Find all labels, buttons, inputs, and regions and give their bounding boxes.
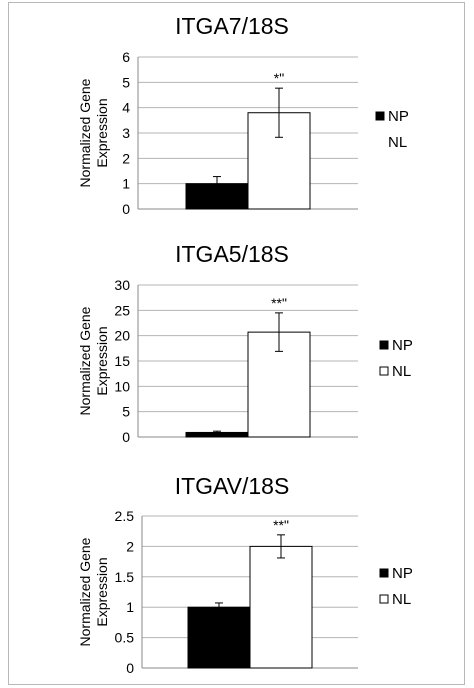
y-axis-label-line: Normalized Gene bbox=[77, 306, 93, 415]
y-tick-label: 1 bbox=[126, 599, 134, 615]
y-tick-label: 2 bbox=[122, 150, 130, 166]
chart-title: ITGA5/18S bbox=[175, 241, 289, 267]
y-tick-label: 0 bbox=[126, 660, 134, 676]
y-tick-label: 10 bbox=[114, 378, 130, 394]
bar-nl bbox=[249, 545, 313, 669]
significance-annotation: *" bbox=[274, 70, 284, 86]
figure-frame bbox=[8, 2, 465, 685]
y-tick-label: 20 bbox=[114, 328, 130, 344]
y-axis-label-line: Expression bbox=[94, 326, 110, 395]
chart-panel-1: ITGA7/18S 0 1 2 3 4 5 6 Normalized GeneExpressio… bbox=[77, 13, 409, 217]
y-tick-label: 2 bbox=[126, 538, 134, 554]
legend-label-np: NP bbox=[388, 108, 409, 125]
y-tick-label: 0 bbox=[122, 429, 130, 445]
legend-swatch-np bbox=[379, 340, 389, 350]
y-tick-label: 2.5 bbox=[115, 508, 135, 524]
significance-annotation: **" bbox=[271, 295, 287, 311]
legend-label-np: NP bbox=[392, 565, 413, 582]
y-tick-label: 4 bbox=[122, 100, 130, 116]
legend-label-nl: NL bbox=[392, 591, 411, 608]
y-tick-label: 5 bbox=[122, 404, 130, 420]
legend-label-np: NP bbox=[392, 337, 413, 354]
y-axis-label: Normalized GeneExpression bbox=[77, 537, 110, 646]
y-tick-label: 1.5 bbox=[115, 569, 135, 585]
y-tick-label: 5 bbox=[122, 74, 130, 90]
y-tick-label: 15 bbox=[114, 353, 130, 369]
y-axis-label-line: Normalized Gene bbox=[77, 537, 93, 646]
chart-panel-3: ITGAV/18S 0 0.5 1 1.5 2 2.5 Normalized GeneExpr… bbox=[77, 473, 413, 676]
y-tick-label: 30 bbox=[114, 277, 130, 293]
y-axis-label-line: Normalized Gene bbox=[77, 78, 93, 187]
y-axis-label: Normalized GeneExpression bbox=[77, 78, 110, 187]
legend-label-nl: NL bbox=[388, 134, 407, 151]
legend-swatch-nl bbox=[379, 366, 389, 376]
bar-np bbox=[187, 606, 251, 669]
y-axis-label: Normalized GeneExpression bbox=[77, 306, 110, 415]
y-axis-label-line: Expression bbox=[94, 557, 110, 626]
legend-swatch-np bbox=[379, 568, 389, 578]
y-tick-label: 1 bbox=[122, 176, 130, 192]
y-tick-label: 6 bbox=[122, 49, 130, 65]
legend-swatch-nl bbox=[379, 594, 389, 604]
y-axis-label-line: Expression bbox=[94, 98, 110, 167]
y-tick-label: 3 bbox=[122, 125, 130, 141]
y-tick-label: 25 bbox=[114, 302, 130, 318]
chart-title: ITGA7/18S bbox=[175, 13, 289, 39]
legend-swatch-np bbox=[375, 111, 385, 121]
y-tick-label: 0.5 bbox=[115, 630, 135, 646]
y-tick-label: 0 bbox=[122, 201, 130, 217]
legend-label-nl: NL bbox=[392, 363, 411, 380]
significance-annotation: **" bbox=[273, 517, 289, 533]
chart-title: ITGAV/18S bbox=[175, 473, 290, 499]
